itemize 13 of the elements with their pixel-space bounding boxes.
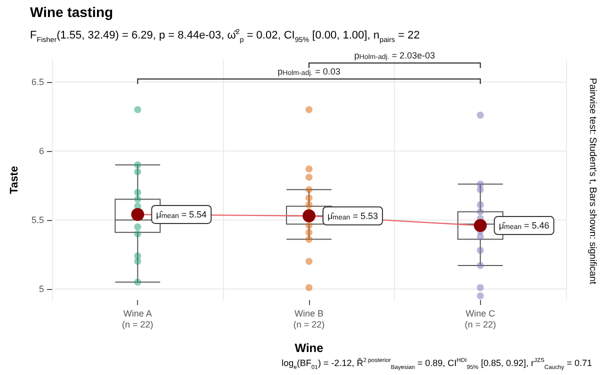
y-axis-title: Taste xyxy=(8,166,20,194)
y-tick-label: 6.5 xyxy=(31,77,44,88)
text: F$_{Fisher}$(1.55, 32.49) = 6.29, p = 8.44e-03, ω̂$^{2}$$_{p}$ = 0.02, CI$_{95%}$ [0.00, 1.00], n$_{pairs}$ = 22 xyxy=(30,28,420,44)
x-tick-label: Wine A (n = 22) xyxy=(122,308,154,330)
text: Pairwise test: Student's t, Bars shown: significant xyxy=(587,78,598,284)
x-tick-label: Wine C (n = 22) xyxy=(464,308,496,330)
y-tick-label: 6 xyxy=(38,146,44,156)
x-axis-title: Wine xyxy=(294,341,324,355)
y-tick-label: 5 xyxy=(38,284,44,294)
x-tick-label: Wine B (n = 22) xyxy=(293,308,325,330)
text: log$_{e}$(BF$_{01}$) = -2.12, R̂$^{2 posterior}$$_{Bayesian}$ = 0.89, CI$^{HDI}$$_{95%}$ [0.85, 0.92], r$^{JZS}$$_{Cauchy}$ = 0.71 xyxy=(282,358,592,371)
y-tick-label: 5.5 xyxy=(31,215,44,225)
chart-title: Wine tasting xyxy=(30,4,114,20)
